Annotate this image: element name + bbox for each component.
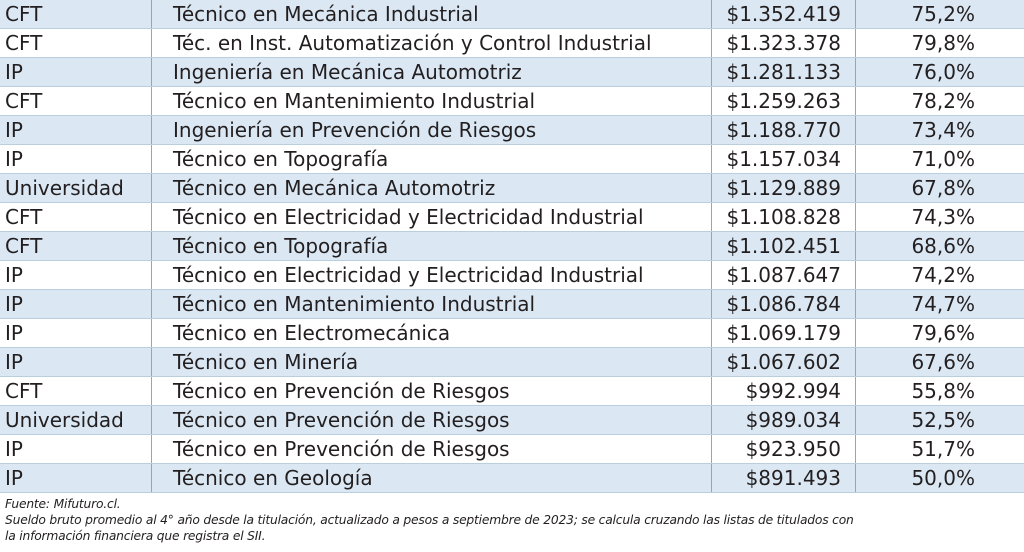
employment-rate-cell: 51,7% <box>911 437 975 461</box>
employment-rate-cell: 74,2% <box>911 263 975 287</box>
salary-cell: $1.108.828 <box>712 203 856 231</box>
employment-rate-cell: 74,3% <box>911 205 975 229</box>
career-cell: Ingeniería en Mecánica Automotriz <box>152 58 712 86</box>
institution-type-cell: IP <box>0 319 152 347</box>
salary-cell: $1.188.770 <box>712 116 856 144</box>
institution-type-cell: CFT <box>0 203 152 231</box>
salary-cell: $1.067.602 <box>712 348 856 376</box>
employment-rate-cell: 75,2% <box>911 2 975 26</box>
table-row: IP Ingeniería en Mecánica Automotriz $1.… <box>0 58 1024 87</box>
institution-type-cell: Universidad <box>0 174 152 202</box>
table-row: CFT Técnico en Mecánica Industrial $1.35… <box>0 0 1024 29</box>
employment-rate-cell: 68,6% <box>911 234 975 258</box>
employment-rate-cell: 79,6% <box>911 321 975 345</box>
career-cell: Técnico en Electricidad y Electricidad I… <box>152 261 712 289</box>
career-cell: Técnico en Prevención de Riesgos <box>152 435 712 463</box>
career-cell: Técnico en Topografía <box>152 145 712 173</box>
career-cell: Técnico en Electricidad y Electricidad I… <box>152 203 712 231</box>
table-row: IP Técnico en Geología $891.493 50,0% <box>0 464 1024 493</box>
source-note: Fuente: Mifuturo.cl. <box>5 497 121 511</box>
salary-cell: $1.102.451 <box>712 232 856 260</box>
career-cell: Técnico en Mantenimiento Industrial <box>152 290 712 318</box>
institution-type-cell: CFT <box>0 0 152 28</box>
career-cell: Ingeniería en Prevención de Riesgos <box>152 116 712 144</box>
institution-type-cell: IP <box>0 261 152 289</box>
career-cell: Técnico en Minería <box>152 348 712 376</box>
salary-cell: $1.129.889 <box>712 174 856 202</box>
institution-type-cell: CFT <box>0 232 152 260</box>
table-row: CFT Técnico en Electricidad y Electricid… <box>0 203 1024 232</box>
employment-rate-cell: 50,0% <box>911 466 975 490</box>
employment-rate-cell: 67,8% <box>911 176 975 200</box>
institution-type-cell: IP <box>0 290 152 318</box>
salary-cell: $1.281.133 <box>712 58 856 86</box>
career-cell: Técnico en Mantenimiento Industrial <box>152 87 712 115</box>
institution-type-cell: IP <box>0 435 152 463</box>
employment-rate-cell: 79,8% <box>911 31 975 55</box>
career-cell: Técnico en Prevención de Riesgos <box>152 406 712 434</box>
salary-cell: $923.950 <box>712 435 856 463</box>
salary-cell: $1.086.784 <box>712 290 856 318</box>
employment-rate-cell: 73,4% <box>911 118 975 142</box>
salary-cell: $1.087.647 <box>712 261 856 289</box>
table-row: CFT Técnico en Prevención de Riesgos $99… <box>0 377 1024 406</box>
salary-cell: $1.352.419 <box>712 0 856 28</box>
career-cell: Técnico en Topografía <box>152 232 712 260</box>
methodology-note-line-2: la información financiera que registra e… <box>5 529 266 543</box>
institution-type-cell: IP <box>0 116 152 144</box>
employment-rate-cell: 55,8% <box>911 379 975 403</box>
institution-type-cell: IP <box>0 464 152 492</box>
table-row: IP Técnico en Electricidad y Electricida… <box>0 261 1024 290</box>
institution-type-cell: CFT <box>0 87 152 115</box>
institution-type-cell: CFT <box>0 377 152 405</box>
employment-rate-cell: 78,2% <box>911 89 975 113</box>
salary-cell: $992.994 <box>712 377 856 405</box>
salary-cell: $891.493 <box>712 464 856 492</box>
institution-type-cell: Universidad <box>0 406 152 434</box>
table-row: Universidad Técnico en Mecánica Automotr… <box>0 174 1024 203</box>
career-cell: Técnico en Geología <box>152 464 712 492</box>
employment-rate-cell: 52,5% <box>911 408 975 432</box>
institution-type-cell: IP <box>0 145 152 173</box>
institution-type-cell: IP <box>0 348 152 376</box>
salary-table: CFT Técnico en Mecánica Industrial $1.35… <box>0 0 1024 493</box>
table-footnotes: Fuente: Mifuturo.cl. Sueldo bruto promed… <box>5 496 1020 544</box>
methodology-note-line-1: Sueldo bruto promedio al 4° año desde la… <box>5 513 854 527</box>
salary-cell: $1.069.179 <box>712 319 856 347</box>
table-row: IP Ingeniería en Prevención de Riesgos $… <box>0 116 1024 145</box>
table-row: CFT Técnico en Mantenimiento Industrial … <box>0 87 1024 116</box>
career-cell: Téc. en Inst. Automatización y Control I… <box>152 29 712 57</box>
career-cell: Técnico en Mecánica Automotriz <box>152 174 712 202</box>
institution-type-cell: CFT <box>0 29 152 57</box>
career-cell: Técnico en Prevención de Riesgos <box>152 377 712 405</box>
table-row: Universidad Técnico en Prevención de Rie… <box>0 406 1024 435</box>
salary-cell: $1.323.378 <box>712 29 856 57</box>
salary-cell: $1.157.034 <box>712 145 856 173</box>
table-row: IP Técnico en Electromecánica $1.069.179… <box>0 319 1024 348</box>
table-row: CFT Téc. en Inst. Automatización y Contr… <box>0 29 1024 58</box>
table-row: IP Técnico en Prevención de Riesgos $923… <box>0 435 1024 464</box>
employment-rate-cell: 67,6% <box>911 350 975 374</box>
salary-cell: $1.259.263 <box>712 87 856 115</box>
salary-cell: $989.034 <box>712 406 856 434</box>
table-row: IP Técnico en Mantenimiento Industrial $… <box>0 290 1024 319</box>
institution-type-cell: IP <box>0 58 152 86</box>
employment-rate-cell: 74,7% <box>911 292 975 316</box>
career-cell: Técnico en Electromecánica <box>152 319 712 347</box>
employment-rate-cell: 71,0% <box>911 147 975 171</box>
table-row: IP Técnico en Topografía $1.157.034 71,0… <box>0 145 1024 174</box>
career-cell: Técnico en Mecánica Industrial <box>152 0 712 28</box>
table-row: IP Técnico en Minería $1.067.602 67,6% <box>0 348 1024 377</box>
employment-rate-cell: 76,0% <box>911 60 975 84</box>
table-row: CFT Técnico en Topografía $1.102.451 68,… <box>0 232 1024 261</box>
